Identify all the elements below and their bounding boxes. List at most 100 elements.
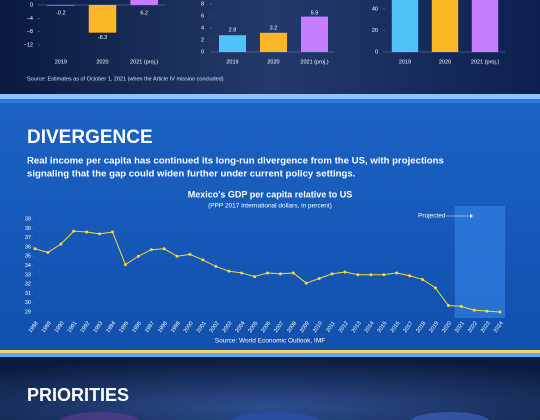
x-tick-label: 2020 [441,321,453,334]
data-point [356,273,360,277]
x-tick-label: 2019 [55,59,67,65]
data-point [136,254,140,258]
data-point [278,272,282,276]
x-tick-label: 2021 [454,321,466,334]
data-point [459,304,463,308]
y-tick-label: −12 [24,42,33,48]
y-tick-label: 40 [372,6,378,12]
section-heading: DIVERGENCE [27,127,153,148]
x-tick-label: 2012 [338,321,350,334]
y-tick-label: 0 [375,49,378,55]
data-point [111,230,114,234]
y-tick-label: 0 [30,2,33,8]
x-tick-label: 2019 [399,59,411,65]
data-point [162,247,166,251]
bar [431,0,459,53]
y-tick-label: 31 [25,291,31,297]
x-tick-label: 2020 [439,59,451,65]
x-tick-label: 2000 [183,321,195,334]
x-tick-label: 1996 [131,321,143,334]
section-text: signaling that the gap could widen furth… [27,169,355,180]
data-point [227,269,231,273]
y-tick-label: 0 [201,49,204,55]
x-tick-label: 1993 [92,321,104,334]
x-tick-label: 2003 [222,321,234,334]
data-point [59,242,63,246]
divider [0,353,540,357]
x-tick-label: 2015 [377,321,389,334]
x-tick-label: 1998 [157,321,169,334]
x-tick-label: 1991 [67,321,79,334]
data-point [472,308,476,312]
section-heading: PRIORITIES [27,385,129,405]
x-tick-label: 1990 [54,321,66,334]
data-point [85,230,89,234]
data-point [421,277,424,281]
data-point [253,275,257,279]
data-point [123,263,127,267]
decoration [60,412,140,420]
divider [0,350,540,353]
x-tick-label: 2019 [226,59,238,65]
data-point [433,286,437,290]
y-tick-label: 29 [25,309,31,315]
data-point [266,271,269,275]
decoration [230,412,320,420]
arrow-head [470,214,473,218]
y-tick-label: 35 [25,254,31,260]
y-tick-label: 39 [25,216,31,222]
y-tick-label: −4 [27,16,33,22]
bar [391,0,419,52]
x-tick-label: 2005 [247,321,259,334]
data-point [330,272,334,276]
x-tick-label: 1997 [144,321,156,334]
data-point [382,273,386,277]
y-tick-label: 32 [25,282,31,288]
section-text: Real income per capita has continued its… [27,156,444,167]
value-label: 5.9 [311,10,319,16]
data-point [201,258,205,262]
data-point [240,271,244,275]
x-tick-label: 2013 [351,321,363,334]
x-tick-label: 2008 [286,321,298,334]
x-tick-label: 2006 [260,321,272,334]
data-point [317,277,321,281]
x-tick-label: 2014 [364,321,376,334]
x-tick-label: 2019 [428,321,440,334]
bar [47,4,75,6]
value-label: 2.8 [229,28,237,34]
x-tick-label: 2021 (proj.) [300,59,328,65]
x-tick-label: 2021 (proj.) [130,59,158,65]
y-tick-label: 8 [201,1,204,7]
x-tick-label: 2017 [402,321,414,334]
annotation: Projected [418,213,446,220]
x-tick-label: 1992 [80,321,92,334]
x-tick-label: 2004 [235,321,247,334]
x-tick-label: 2020 [267,59,279,65]
bar [259,32,288,52]
data-point [175,254,179,258]
data-point [98,232,102,236]
value-label: 6.2 [140,10,148,16]
x-tick-label: 1989 [41,321,53,334]
x-tick-label: 2016 [390,321,402,334]
data-point [46,250,50,254]
x-tick-label: 2021 (proj.) [471,59,499,65]
decoration [410,412,490,420]
source: Source: World Economic Outlook, IMF [215,338,325,345]
y-tick-label: 2 [201,37,204,43]
chart-subtitle: (PPP 2017 international dollars, in perc… [208,203,332,210]
x-tick-label: 2018 [415,321,427,334]
y-tick-label: 34 [25,263,31,269]
bar [471,0,499,52]
source: Source: Estimates as of October 1, 2021 … [27,76,224,82]
y-tick-label: 4 [201,25,204,31]
bar [218,35,247,52]
data-point [343,270,347,274]
divider [0,99,540,103]
x-tick-label: 2001 [196,321,208,334]
y-tick-label: 20 [372,28,378,34]
y-tick-label: 38 [25,226,31,232]
data-point [485,309,489,313]
